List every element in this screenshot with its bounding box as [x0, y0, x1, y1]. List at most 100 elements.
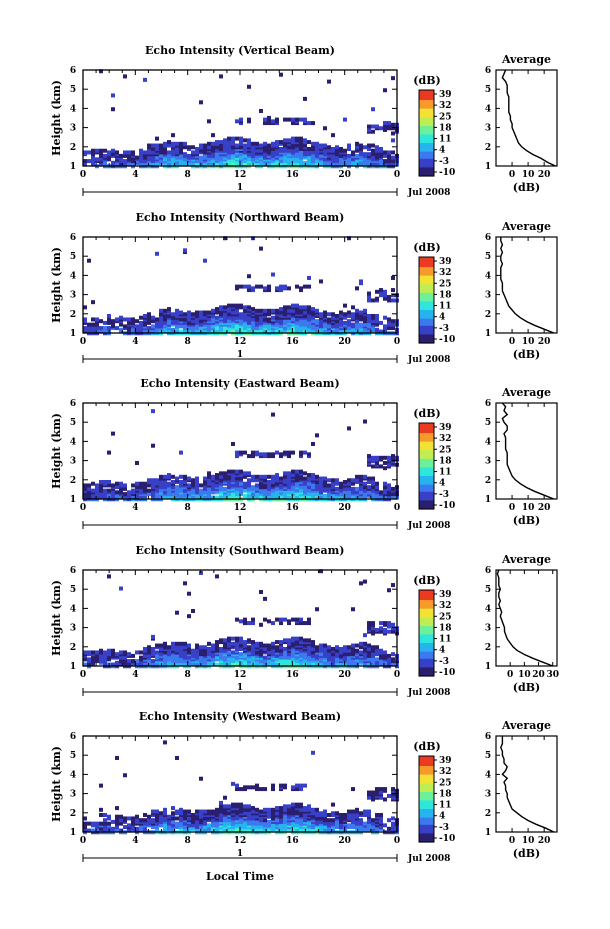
heatmap-cell: [159, 324, 163, 329]
heatmap-cell: [387, 629, 391, 634]
colorbar-segment: [419, 315, 434, 318]
heatmap-cell: [235, 303, 239, 308]
heatmap-cell: [231, 650, 235, 655]
heatmap-cell: [231, 141, 235, 146]
heatmap-cell: [207, 646, 211, 651]
x-tick-label: 16: [286, 503, 299, 513]
heatmap-cell: [135, 495, 139, 500]
heatmap-cell: [363, 493, 367, 498]
colorbar-segment: [419, 597, 434, 600]
heatmap-cell: [159, 488, 163, 493]
heatmap-cells: [83, 740, 399, 835]
heatmap-cell: [183, 825, 187, 830]
colorbar-frame: [418, 256, 435, 344]
heatmap-cell: [243, 617, 247, 622]
heatmap-cell: [187, 145, 191, 150]
heatmap-cell: [239, 490, 243, 495]
heatmap-cell: [147, 821, 151, 826]
heatmap-cell: [175, 645, 179, 650]
heatmap-cell: [143, 320, 147, 325]
heatmap-cell: [87, 258, 91, 263]
y-tick-label: 6: [70, 566, 76, 576]
heatmap-cell: [127, 823, 131, 828]
heatmap-cell: [355, 655, 359, 660]
heatmap-cell: [291, 802, 295, 807]
heatmap-cell: [383, 627, 387, 632]
heatmap-cell: [91, 493, 95, 498]
heatmap-cell: [371, 107, 375, 112]
heatmap-cell: [167, 655, 171, 660]
heatmap-cell: [391, 138, 395, 143]
colorbar-segment: [419, 448, 434, 451]
heatmap-cell: [387, 155, 391, 160]
average-frame: [495, 569, 558, 667]
heatmap-cell: [331, 478, 335, 483]
heatmap-cell: [227, 811, 231, 816]
y-tick-label: 3: [70, 124, 76, 134]
heatmap-cell: [243, 313, 247, 318]
heatmap-cell: [187, 490, 191, 495]
colorbar-segment: [419, 500, 434, 503]
heatmap-cell: [279, 452, 283, 457]
heatmap-cell: [383, 460, 387, 465]
heatmap-cell: [347, 645, 351, 650]
heatmap-cell: [327, 478, 331, 483]
heatmap-cell: [211, 317, 215, 322]
heatmap-cell: [299, 640, 303, 645]
heatmap-cell: [275, 490, 279, 495]
heatmap-cell: [383, 88, 387, 93]
heatmap-cell: [155, 495, 159, 500]
heatmap-cell: [107, 150, 111, 155]
heatmap-cell: [363, 481, 367, 486]
colorbar-tick-label: 25: [439, 112, 452, 122]
heatmap-cell: [211, 141, 215, 146]
heatmap-cell: [83, 486, 87, 491]
colorbar-segment: [419, 438, 434, 441]
heatmap-cell: [111, 319, 115, 324]
heatmap-cell: [211, 308, 215, 313]
panel-title: Echo Intensity (Northward Beam): [136, 211, 345, 224]
heatmap-cell: [243, 804, 247, 809]
heatmap-cell: [131, 825, 135, 830]
heatmap-cell: [227, 659, 231, 664]
heatmap-cell: [383, 621, 387, 626]
average-title: Average: [501, 386, 551, 399]
heatmap-cell: [123, 660, 127, 665]
heatmap-cell: [283, 117, 287, 122]
heatmap-cell: [235, 617, 239, 622]
colorbar-segment: [419, 424, 434, 427]
heatmap-cell: [139, 148, 143, 153]
average-x-label: (dB): [513, 348, 540, 361]
heatmap-cell: [211, 643, 215, 648]
colorbar-segment: [419, 160, 434, 163]
heatmap-cell: [207, 655, 211, 660]
colorbar-segment: [419, 503, 434, 506]
heatmap-cell: [171, 806, 175, 811]
colorbar-segment: [419, 102, 434, 105]
heatmap-cell: [215, 640, 219, 645]
heatmap-cell: [159, 814, 163, 819]
heatmap-cell: [151, 809, 155, 814]
colorbar-segment: [419, 112, 434, 115]
colorbar-segment: [419, 627, 434, 630]
heatmap-cell: [115, 806, 119, 811]
heatmap-cell: [387, 455, 391, 460]
heatmap-cell: [371, 626, 375, 631]
colorbar-segment: [419, 261, 434, 264]
heatmap-cell: [343, 490, 347, 495]
heatmap-cell: [267, 814, 271, 819]
heatmap-cell: [367, 646, 371, 651]
heatmap-cell: [283, 823, 287, 828]
heatmap-cell: [207, 823, 211, 828]
heatmap-cell: [267, 474, 271, 479]
heatmap-cell: [111, 93, 115, 98]
colorbar-segment: [419, 664, 434, 667]
colorbar-segment: [419, 133, 434, 136]
heatmap-cell: [259, 809, 263, 814]
heatmap-cell: [107, 313, 111, 318]
average-y-tick-label: 3: [485, 457, 491, 467]
colorbar-segment: [419, 274, 434, 277]
heatmap-cell: [123, 324, 127, 329]
colorbar-segment: [419, 304, 434, 307]
average-title: Average: [501, 220, 551, 233]
